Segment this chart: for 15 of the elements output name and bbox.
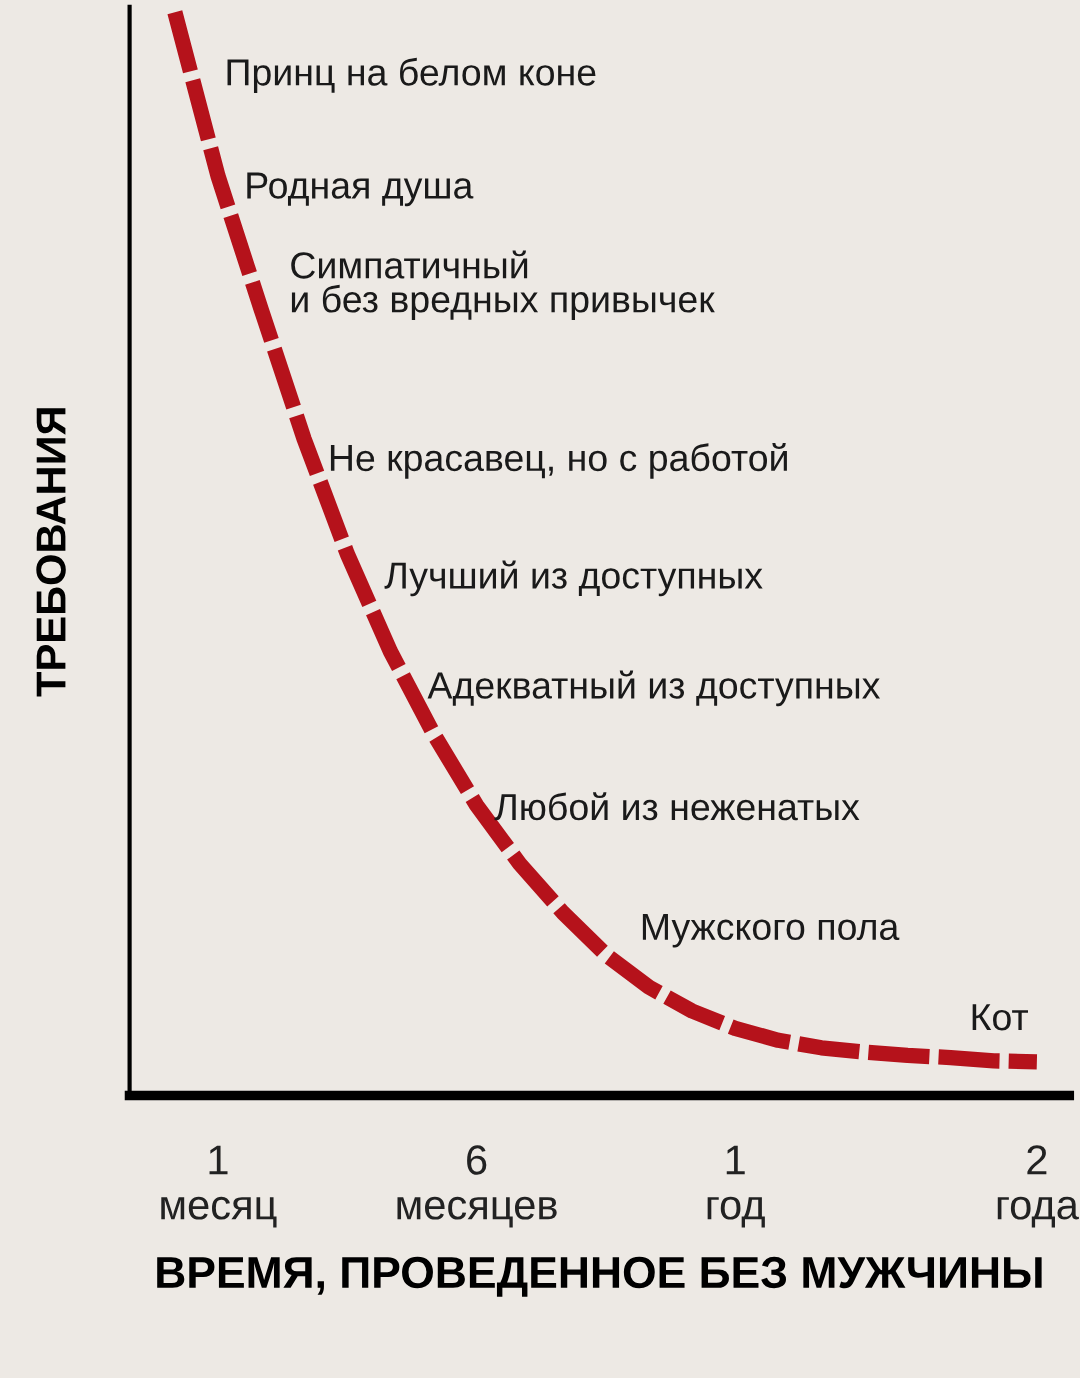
annotation: Принц на белом коне	[227, 57, 596, 94]
x-tick-label: 2 года	[997, 1145, 1079, 1228]
x-axis-title: ВРЕМЯ, ПРОВЕДЕННОЕ БЕЗ МУЖЧИНЫ	[157, 1256, 1042, 1297]
x-tick-label: 1 год	[707, 1145, 765, 1228]
annotation: Родная душа	[247, 172, 474, 207]
annotation: Не красавец, но с работой	[330, 443, 787, 479]
x-tick-label: 1 месяц	[161, 1145, 277, 1228]
annotation: Мужского пола	[642, 913, 900, 948]
annotation: Адекватный из доступных	[427, 670, 881, 707]
annotation: Лучший из доступных	[384, 560, 763, 597]
annotation: Любой из неженатых	[494, 792, 860, 821]
annotation: Кот	[972, 1004, 1028, 1031]
y-axis-title: ТРЕБОВАНИЯ	[36, 408, 66, 697]
x-tick-label: 6 месяцев	[397, 1145, 557, 1228]
annotation: Симпатичный и без вредных привычек	[291, 250, 715, 321]
